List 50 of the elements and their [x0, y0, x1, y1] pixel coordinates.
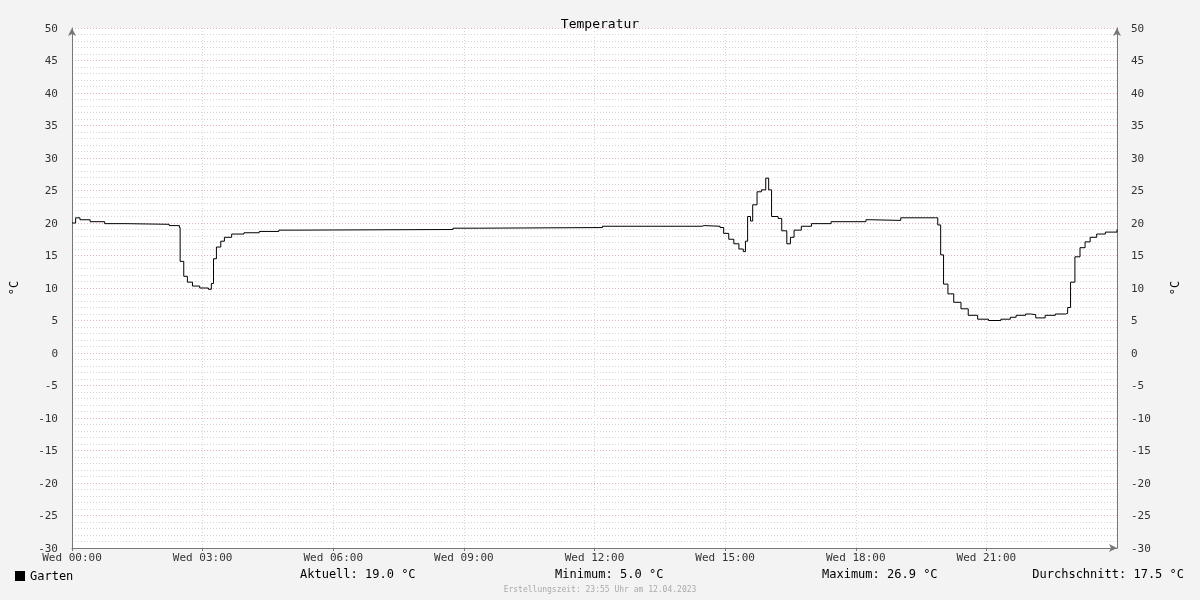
y2-tick-label: 50: [1131, 21, 1145, 35]
x-tick-label: Wed 21:00: [956, 551, 1017, 564]
y-tick-label: -15: [38, 444, 58, 457]
y2-tick-label: -10: [1131, 411, 1151, 425]
y2-tick-label: -25: [1131, 509, 1151, 522]
text: Erstellungszeit: 23:55 Uhr am 12.04.2023: [503, 584, 697, 594]
x-tick-label: Wed 06:00: [303, 551, 364, 564]
y-tick-label: -25: [38, 509, 58, 522]
y-tick-label: 5: [51, 314, 58, 327]
text: Durchschnitt: 17.5 °C: [1032, 567, 1184, 581]
x-tick-label: Wed 12:00: [564, 551, 625, 564]
text: Aktuell: 19.0 °C: [300, 567, 416, 581]
y2-tick-label: 10: [1131, 281, 1145, 295]
y2-tick-label: 40: [1131, 86, 1145, 100]
x-tick-label: Wed 15:00: [695, 551, 755, 564]
y-tick-label: 45: [44, 54, 58, 67]
x-tick-label: Wed 03:00: [172, 551, 233, 564]
y-tick-label: 25: [44, 184, 58, 197]
x-tick-label: Wed 00:00: [42, 551, 102, 564]
y2-tick-label: 35: [1131, 119, 1145, 132]
y2-tick-label: -20: [1131, 476, 1151, 490]
y-tick-label: 10: [44, 281, 58, 295]
y-axis-title: °C: [7, 280, 21, 296]
y2-tick-label: 25: [1131, 184, 1145, 197]
y2-tick-label: 30: [1131, 151, 1145, 165]
x-tick-label: Wed 09:00: [434, 551, 494, 564]
y-tick-label: -20: [38, 476, 58, 490]
y2-tick-label: -15: [1131, 444, 1151, 457]
y2-tick-label: 5: [1131, 314, 1138, 327]
y-tick-label: 30: [44, 151, 58, 165]
y2-tick-label: 45: [1131, 54, 1145, 67]
x-tick-label: Wed 18:00: [825, 551, 886, 564]
y2-tick-label: -5: [1131, 379, 1145, 392]
y-tick-label: 0: [51, 346, 58, 360]
y-tick-label: 15: [44, 249, 58, 262]
y-tick-label: 40: [44, 86, 58, 100]
y-tick-label: 50: [44, 21, 58, 35]
y-tick-label: 20: [44, 216, 58, 230]
y-tick-label: -10: [38, 411, 58, 425]
y2-tick-label: 20: [1131, 216, 1145, 230]
y-tick-label: -5: [44, 379, 58, 392]
text: Minimum: 5.0 °C: [555, 567, 664, 581]
legend-label: Garten: [30, 569, 74, 583]
y2-tick-label: 15: [1131, 249, 1145, 262]
text: Maximum: 26.9 °C: [822, 567, 938, 581]
y2-tick-label: -30: [1131, 541, 1151, 555]
y-tick-label: 35: [44, 119, 58, 132]
y2-axis-title: °C: [1168, 280, 1182, 296]
y2-tick-label: 0: [1131, 346, 1138, 360]
chart-title: Temperatur: [560, 16, 640, 31]
